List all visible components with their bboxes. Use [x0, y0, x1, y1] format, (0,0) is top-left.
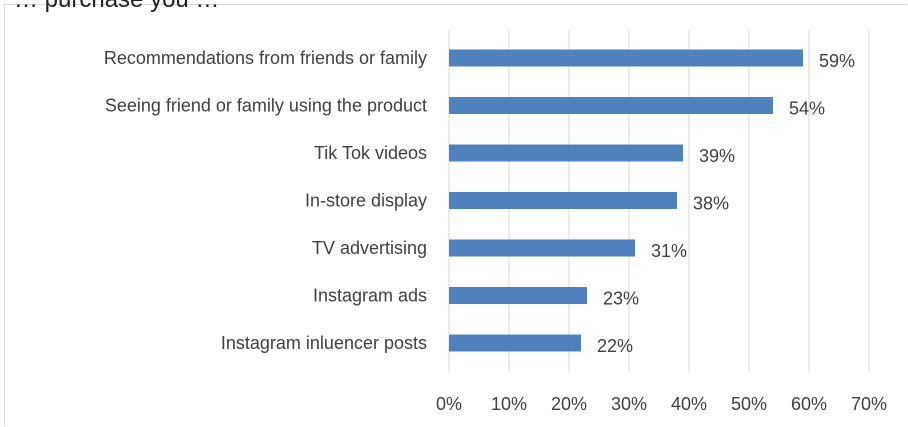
- value-label: 22%: [597, 336, 633, 356]
- bar: [449, 97, 773, 114]
- bar: [449, 49, 803, 67]
- x-tick-label: 30%: [611, 394, 647, 414]
- category-label: Instagram inluencer posts: [221, 333, 427, 353]
- category-label: Instagram ads: [313, 286, 427, 306]
- x-tick-label: 10%: [491, 394, 527, 414]
- x-tick-label: 20%: [551, 394, 587, 414]
- category-label: In-store display: [305, 191, 427, 211]
- chart-frame: [4, 4, 907, 426]
- category-label: TV advertising: [312, 238, 427, 258]
- category-label: Recommendations from friends or family: [104, 48, 427, 68]
- bar: [449, 287, 587, 304]
- category-label: Tik Tok videos: [314, 143, 427, 163]
- x-tick-label: 50%: [731, 394, 767, 414]
- value-labels: 59% 54% 39% 38% 31% 23% 22%: [597, 51, 855, 356]
- value-label: 59%: [819, 51, 855, 71]
- x-tick-label: 60%: [791, 394, 827, 414]
- x-tick-label: 0%: [436, 394, 462, 414]
- chart-title-fragment: … purchase you …: [14, 0, 219, 14]
- x-axis-ticks: 0% 10% 20% 30% 40% 50% 60% 70%: [436, 394, 887, 414]
- value-label: 54%: [789, 99, 825, 119]
- x-tick-label: 70%: [851, 394, 887, 414]
- x-tick-label: 40%: [671, 394, 707, 414]
- bar: [449, 192, 677, 209]
- category-label: Seeing friend or family using the produc…: [105, 96, 427, 116]
- bar: [449, 239, 635, 257]
- bars: [449, 49, 803, 352]
- bar: [449, 334, 581, 352]
- grid-lines: [448, 30, 870, 372]
- value-label: 39%: [699, 146, 735, 166]
- value-label: 23%: [603, 289, 639, 309]
- value-label: 38%: [693, 194, 729, 214]
- category-labels: Recommendations from friends or family Se…: [104, 48, 427, 353]
- value-label: 31%: [651, 241, 687, 261]
- bar: [449, 144, 683, 162]
